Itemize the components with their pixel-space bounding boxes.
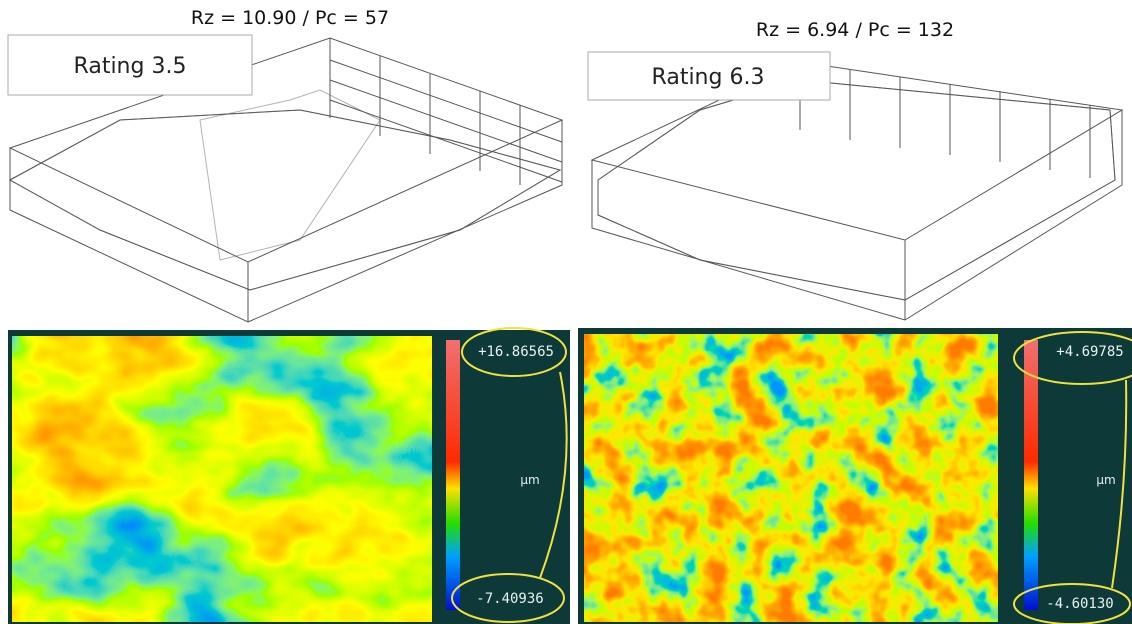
height-map [12,336,432,622]
figure: Rating 3.5 Rz = 10.90 / Pc = 57 Rating 6… [0,0,1132,624]
height-map [584,334,998,622]
scale-max: +16.86565 [478,344,554,360]
roughness-header: Rz = 6.94 / Pc = 132 [756,19,954,41]
unit: µm [520,473,539,487]
surface-plot-right [592,62,1122,320]
scale-min: -7.40936 [476,591,543,607]
rating: Rating 6.3 [652,65,765,90]
scale-max: +4.69785 [1056,344,1123,360]
unit: µm [1096,473,1115,487]
page: {"panels": [ {"header": "Rz = 10.90 / Pc… [0,0,1132,624]
color-bar [1024,340,1038,610]
scale-min: -4.60130 [1046,596,1113,612]
color-bar [446,340,460,610]
rating: Rating 3.5 [74,54,187,79]
roughness-header: Rz = 10.90 / Pc = 57 [191,7,389,29]
